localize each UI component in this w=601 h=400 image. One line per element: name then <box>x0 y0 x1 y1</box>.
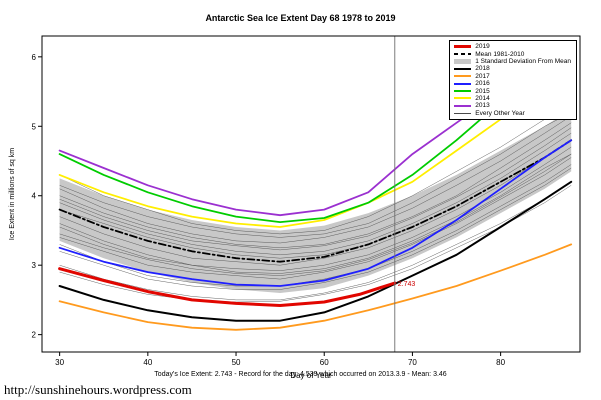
every-other-year-line <box>59 132 572 256</box>
legend-label: 2015 <box>475 87 490 95</box>
legend-item: 2019 <box>454 43 571 50</box>
legend-line-sample <box>454 82 472 85</box>
x-tick-label: 60 <box>320 358 329 367</box>
every-other-year-line <box>59 101 572 235</box>
every-other-year-line <box>59 164 572 287</box>
every-other-year-line <box>59 181 572 301</box>
chart-legend: 2019 Mean 1981-2010 1 Standard Deviation F… <box>449 40 577 120</box>
y-tick-label: 5 <box>32 122 37 131</box>
today-extent-annotation: 2.743 <box>398 281 416 288</box>
every-other-year-line <box>59 146 572 271</box>
legend-label: 2014 <box>475 94 490 102</box>
legend-item: 2017 <box>454 73 571 80</box>
every-other-year-line <box>59 157 572 280</box>
every-other-year-line <box>59 122 572 249</box>
legend-label: 2019 <box>475 43 490 51</box>
legend-line-sample <box>454 112 472 114</box>
legend-line-sample <box>454 97 472 100</box>
legend-line-sample <box>454 67 472 70</box>
series-line-mean-1981-2010 <box>58 139 573 263</box>
legend-item: 1 Standard Deviation From Mean <box>454 58 571 65</box>
series-line-2016 <box>58 139 573 287</box>
legend-label: 1 Standard Deviation From Mean <box>475 57 571 65</box>
legend-line-sample <box>454 45 472 49</box>
every-other-year-line <box>59 167 572 290</box>
y-axis-label: Ice Extent in millions of sq km <box>9 148 16 240</box>
legend-label: 2013 <box>475 102 490 110</box>
every-other-year-line <box>59 153 572 276</box>
x-tick-label: 30 <box>55 358 64 367</box>
stddev-band <box>59 108 572 294</box>
chart-title: Antarctic Sea Ice Extent Day 68 1978 to … <box>205 13 396 23</box>
y-tick-label: 6 <box>32 53 37 62</box>
legend-line-sample <box>454 90 472 93</box>
legend-line-sample <box>454 58 472 64</box>
legend-label: 2018 <box>475 65 490 73</box>
legend-line-sample <box>454 75 472 78</box>
legend-line-sample <box>454 104 472 107</box>
legend-label: Mean 1981-2010 <box>475 50 525 58</box>
x-axis-label: Day of Year <box>290 371 332 380</box>
legend-label: 2016 <box>475 80 490 88</box>
legend-item: 2014 <box>454 95 571 102</box>
x-tick-label: 40 <box>143 358 152 367</box>
series-line-2019 <box>58 267 397 307</box>
legend-label: 2017 <box>475 72 490 80</box>
every-other-year-line <box>59 153 572 274</box>
series-line-2017 <box>58 243 573 331</box>
y-tick-label: 4 <box>32 192 37 201</box>
legend-item: 2018 <box>454 65 571 72</box>
legend-item: 2013 <box>454 102 571 109</box>
x-tick-label: 50 <box>232 358 241 367</box>
every-other-year-line <box>59 112 572 238</box>
series-line-2018 <box>58 180 573 322</box>
legend-item: 2016 <box>454 80 571 87</box>
y-tick-label: 3 <box>32 261 37 270</box>
chart-caption: Today's Ice Extent: 2.743 - Record for t… <box>154 371 447 378</box>
every-other-year-line <box>59 115 572 244</box>
y-tick-label: 2 <box>32 331 37 340</box>
every-other-year-line <box>59 139 572 266</box>
legend-item: Every Other Year <box>454 110 571 117</box>
plot-border <box>41 35 581 353</box>
legend-line-sample <box>454 53 472 56</box>
site-url[interactable]: http://sunshinehours.wordpress.com <box>4 382 192 397</box>
x-tick-label: 70 <box>408 358 417 367</box>
legend-label: Every Other Year <box>475 109 525 117</box>
legend-item: 2015 <box>454 87 571 95</box>
every-other-year-line <box>59 127 572 251</box>
legend-item: Mean 1981-2010 <box>454 50 571 58</box>
x-tick-label: 80 <box>496 358 505 367</box>
